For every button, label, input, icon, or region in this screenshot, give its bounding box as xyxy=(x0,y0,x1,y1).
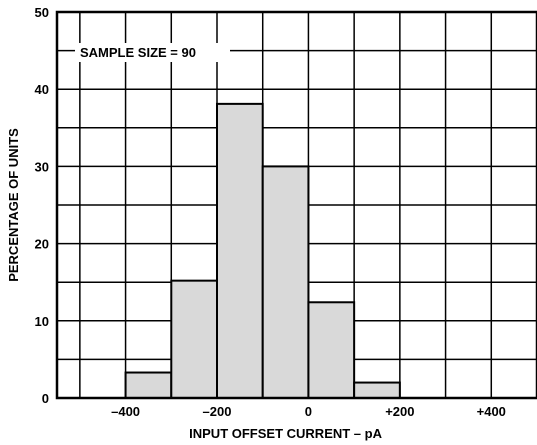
x-tick-labels: –400 –200 0 +200 +400 xyxy=(111,404,506,419)
x-tick-label: 0 xyxy=(305,404,312,419)
y-tick-label: 10 xyxy=(35,314,49,329)
plot-frame xyxy=(55,10,537,400)
histogram-bar xyxy=(124,371,173,399)
sample-size-annotation: SAMPLE SIZE = 90 xyxy=(75,43,230,62)
x-tick-label: –400 xyxy=(111,404,140,419)
x-tick-label: +200 xyxy=(385,404,414,419)
histogram-bar xyxy=(307,301,356,399)
y-axis-label: PERCENTAGE OF UNITS xyxy=(6,128,21,282)
y-tick-label: 0 xyxy=(42,391,49,406)
histogram-bar xyxy=(261,165,310,399)
histogram-bar xyxy=(216,102,264,399)
annotation-background xyxy=(75,43,230,62)
y-tick-labels: 0 10 20 30 40 50 xyxy=(35,5,49,406)
x-tick-label: –200 xyxy=(203,404,232,419)
y-tick-label: 40 xyxy=(35,82,49,97)
y-tick-label: 20 xyxy=(35,237,49,252)
bars xyxy=(124,102,401,400)
x-tick-label: +400 xyxy=(477,404,506,419)
y-tick-label: 30 xyxy=(35,159,49,174)
y-tick-label: 50 xyxy=(35,5,49,20)
annotation-text: SAMPLE SIZE = 90 xyxy=(80,45,196,60)
histogram-bar xyxy=(170,279,219,400)
histogram-bar xyxy=(353,381,401,399)
x-axis-label: INPUT OFFSET CURRENT – pA xyxy=(189,426,382,441)
